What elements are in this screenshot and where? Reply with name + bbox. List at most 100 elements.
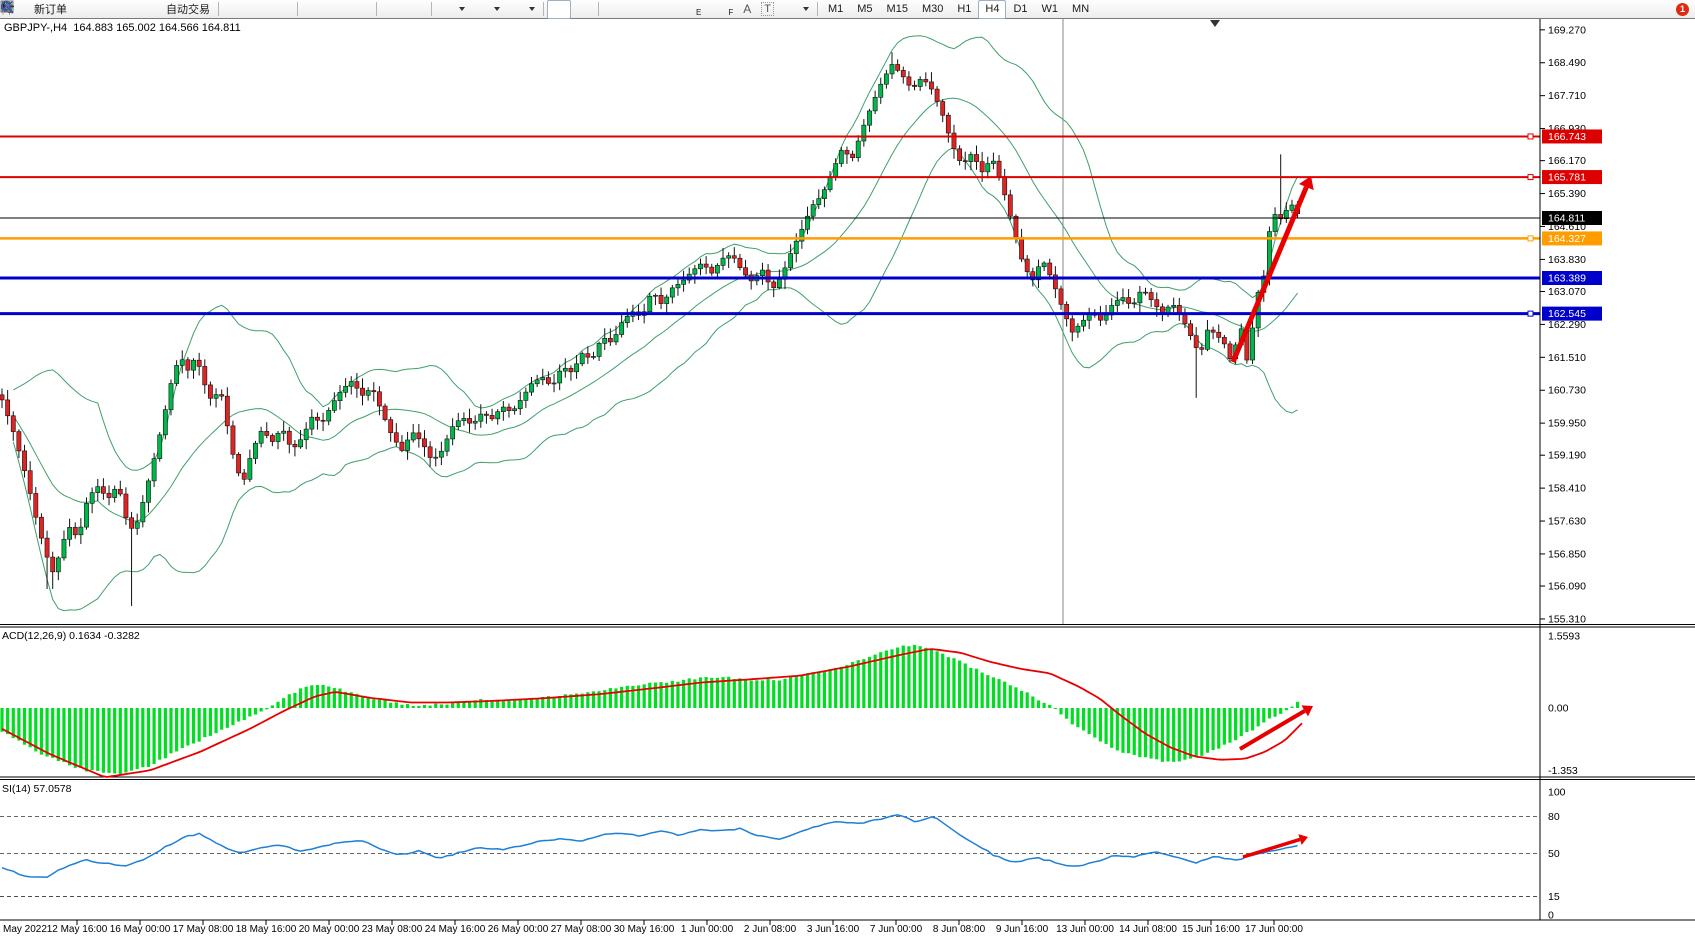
macd-scale-label: 0.00 (1548, 703, 1569, 715)
resistance-line-166743-handle (1527, 133, 1534, 140)
text-tool-button[interactable]: A (738, 0, 756, 19)
clock-icon (0, 0, 489, 16)
price-tick-label: 158.410 (1548, 483, 1586, 495)
tab-timeframe-w1[interactable]: W1 (1035, 0, 1066, 19)
tile-windows-button[interactable] (0, 0, 373, 19)
cursor-tool-button[interactable] (2, 0, 571, 19)
tab-timeframe-mn[interactable]: MN (1065, 0, 1096, 19)
time-axis-label: 7 Jun 00:00 (870, 924, 923, 935)
notification-badge[interactable]: 1 (1676, 2, 1689, 16)
price-tick-label: 169.270 (1548, 24, 1586, 36)
fibonacci-icon (1, 1, 725, 16)
candle-chart-type-button[interactable] (1, 0, 270, 19)
candles-series (0, 52, 1300, 606)
trend-arrow-macd-head (1301, 705, 1313, 717)
bb-upper-band (13, 35, 1299, 471)
period-button[interactable] (0, 0, 505, 19)
time-axis-label: 1 Jun 00:00 (681, 924, 734, 935)
zoom-in-button[interactable] (1, 0, 325, 19)
time-axis-label: 20 May 00:00 (299, 924, 360, 935)
tab-timeframe-m15[interactable]: M15 (880, 0, 915, 19)
time-axis-period-label: May 2022 (3, 924, 47, 935)
new-chart-icon (0, 1, 454, 16)
rsi-pane (0, 814, 1540, 897)
vertical-line-tool-button[interactable] (3, 0, 626, 19)
equidistant-channel-tool-button[interactable]: E (0, 0, 706, 19)
resistance-line-165781-handle (1527, 174, 1534, 181)
tab-timeframe-d1[interactable]: D1 (1006, 0, 1034, 19)
crosshair-tool-button[interactable] (1, 0, 595, 19)
autotrade-button[interactable]: 自动交易 (0, 0, 215, 19)
new-order-label: 新订单 (34, 4, 67, 16)
arrows-tool-button[interactable] (1, 0, 814, 19)
autotrade-label: 自动交易 (166, 4, 210, 16)
time-axis-label: 12 May 16:00 (47, 924, 108, 935)
tab-timeframe-m30[interactable]: M30 (915, 0, 950, 19)
time-axis-label: 2 Jun 08:00 (744, 924, 797, 935)
price-tick-label: 159.190 (1548, 450, 1586, 462)
trend-arrow-macd[interactable] (1238, 709, 1306, 751)
channel-icon (0, 1, 693, 16)
line-chart-type-button[interactable] (0, 0, 294, 19)
indicators-button[interactable] (0, 0, 540, 19)
rsi-indicator-label: SI(14) 57.0578 (2, 783, 72, 795)
zoom-out-button[interactable] (1, 0, 349, 19)
time-axis-label: 18 May 16:00 (236, 924, 297, 935)
timeframe-label: H4 (985, 3, 1000, 15)
rsi-scale-label: 80 (1548, 811, 1560, 823)
resistance-line-166743-price-badge (1542, 129, 1602, 144)
annotation-arrows[interactable] (1230, 176, 1314, 859)
price-axis[interactable]: 169.270168.490167.710166.930166.170165.3… (1539, 18, 1602, 922)
search-icon (1, 1, 1671, 16)
fibonacci-tool-button[interactable]: F (1, 0, 738, 19)
horizontal-line-icon (1, 3, 645, 16)
profile-button[interactable] (0, 0, 120, 19)
new-order-icon (0, 0, 31, 16)
tab-timeframe-h1[interactable]: H1 (950, 0, 978, 19)
trend-arrow-rsi-head (1298, 834, 1308, 845)
new-order-button[interactable]: 新订单 (0, 0, 72, 19)
time-axis-label: 17 May 08:00 (173, 924, 234, 935)
new-chart-button[interactable] (0, 0, 470, 19)
arrows-dropdown-arrow (802, 7, 809, 11)
market-watch-button[interactable] (0, 0, 96, 19)
price-tick-label: 155.310 (1548, 613, 1586, 625)
resistance-line-166743-price-badge-label: 166.743 (1548, 131, 1586, 143)
trend-arrow-rsi[interactable] (1242, 837, 1301, 859)
price-tick-label: 163.070 (1548, 286, 1586, 298)
chart-title: GBPJPY-,H4 164.883 165.002 164.566 164.8… (4, 22, 241, 34)
trend-arrow-main[interactable] (1230, 186, 1309, 363)
bb-lower-band (12, 146, 1298, 612)
level-lines[interactable] (0, 133, 1540, 317)
bar-chart-type-button[interactable] (1, 0, 246, 19)
time-axis-label: 8 Jun 08:00 (933, 924, 986, 935)
tab-timeframe-h4[interactable]: H4 (978, 0, 1007, 19)
notification-count: 1 (1679, 4, 1685, 14)
price-tick-label: 163.830 (1548, 254, 1586, 266)
timeframe-label: W1 (1041, 3, 1059, 15)
macd-scale-label: -1.353 (1548, 765, 1578, 777)
time-axis[interactable]: May 2022 12 May 16:00 16 May 00:00 17 May 0… (3, 920, 1303, 935)
vertical-line-icon (3, 1, 621, 16)
resistance-line-165781-price-badge-label: 165.781 (1548, 172, 1586, 184)
horizontal-line-tool-button[interactable] (1, 0, 650, 19)
price-tick-label: 161.510 (1548, 352, 1586, 364)
text-label-tool-button[interactable]: T (756, 0, 779, 19)
timeframe-label: M1 (827, 3, 844, 15)
timeframe-label: M5 (857, 3, 873, 15)
trendline-tool-button[interactable] (1, 0, 674, 19)
auto-scroll-button[interactable] (2, 0, 404, 19)
gold-bars-icon (0, 1, 91, 16)
search-button[interactable] (1, 0, 1676, 19)
signal-button[interactable] (2, 0, 144, 19)
tab-timeframe-m5[interactable]: M5 (850, 0, 879, 19)
tab-timeframe-m1[interactable]: M1 (821, 0, 850, 19)
chart-shift-button[interactable] (2, 0, 428, 19)
trendline-icon (1, 1, 669, 16)
chart-shift-marker[interactable] (1210, 20, 1220, 27)
timeframe-label: H1 (957, 3, 972, 15)
rsi-scale-label: 100 (1548, 787, 1566, 799)
time-axis-label: 9 Jun 16:00 (996, 924, 1049, 935)
price-tick-label: 165.390 (1548, 188, 1586, 200)
